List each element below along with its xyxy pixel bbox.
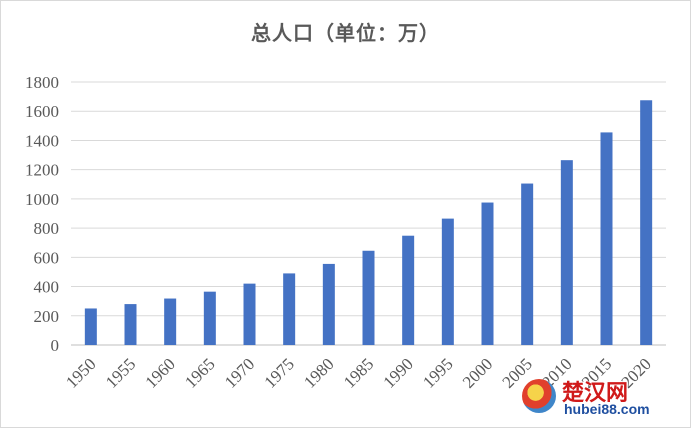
y-tick-label: 600 [34, 248, 60, 267]
y-tick-label: 200 [34, 307, 60, 326]
y-tick-label: 1800 [25, 73, 59, 92]
x-axis-ticks: 1950 1955 1960 1965 1970 1975 1980 1985 1990 1995… [62, 354, 655, 391]
x-tick-label: 1985 [340, 354, 377, 391]
bar-2020 [640, 100, 653, 345]
x-tick-label: 1955 [102, 354, 139, 391]
x-tick-label: 1970 [221, 354, 258, 391]
bar-1955 [124, 304, 137, 345]
x-tick-label: 1980 [300, 354, 337, 391]
y-tick-label: 1600 [25, 102, 59, 121]
y-tick-label: 1400 [25, 131, 59, 150]
x-tick-label: 1950 [62, 354, 99, 391]
bars [84, 100, 653, 345]
watermark-name: 楚汉网 [562, 381, 629, 406]
bar-2000 [481, 202, 494, 345]
y-tick-label: 1200 [25, 161, 59, 180]
watermark-url: hubei88.com [564, 401, 650, 417]
x-tick-label: 1960 [142, 354, 179, 391]
bar-2015 [600, 132, 613, 345]
bar-1960 [164, 298, 177, 345]
x-tick-label: 2000 [459, 354, 496, 391]
bar-1950 [84, 308, 97, 345]
x-tick-label: 1975 [261, 354, 298, 391]
x-tick-label: 1990 [380, 354, 417, 391]
bar-1965 [203, 291, 216, 345]
y-tick-label: 800 [34, 219, 60, 238]
watermark: 楚汉网 hubei88.com [522, 375, 682, 421]
y-tick-label: 1000 [25, 190, 59, 209]
x-tick-label: 1995 [419, 354, 456, 391]
y-tick-label: 0 [51, 336, 60, 355]
y-tick-label: 400 [34, 278, 60, 297]
bar-1980 [322, 263, 335, 345]
bar-1985 [362, 250, 375, 345]
bar-2005 [521, 183, 534, 345]
y-axis-ticks: 0 200 400 600 800 1000 1200 1400 1600 1800 [25, 73, 59, 355]
bar-1990 [402, 235, 415, 345]
bar-1970 [243, 283, 256, 345]
chart-title: 总人口（单位：万） [251, 21, 440, 45]
watermark-logo-icon [522, 379, 556, 413]
bar-1975 [283, 273, 296, 345]
bar-2010 [560, 160, 573, 345]
x-tick-label: 1965 [181, 354, 218, 391]
bar-1995 [441, 218, 454, 345]
